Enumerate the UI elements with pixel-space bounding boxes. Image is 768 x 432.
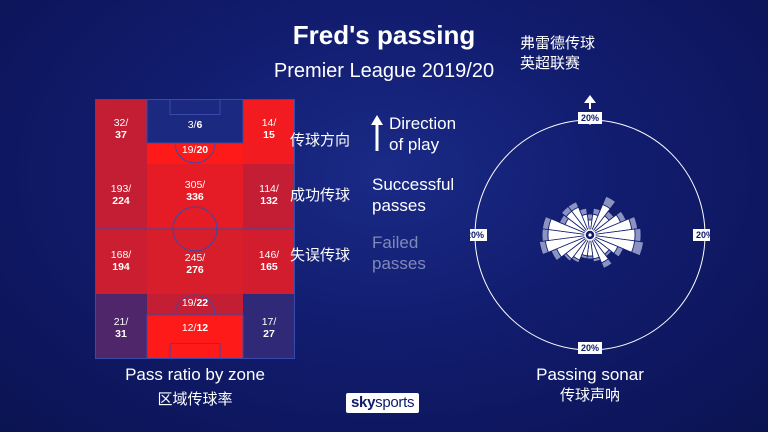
zone-top-right [243,99,295,164]
zone-lower-mid-left [95,229,147,294]
svg-text:20%: 20% [581,113,599,123]
zone-label-top-center: 3/6 [187,119,203,131]
chart-title: Fred's passing [292,20,476,50]
zone-label-upper-mid-center: 305/336 [184,179,206,203]
zone-label-top-right: 14/15 [261,117,277,141]
zone-top-center [147,99,243,143]
zone-top-left [95,99,147,164]
zone-label-upper-mid-right: 114/132 [259,183,279,207]
pitch-zone-map: 32/37 3/6 14/15 19/20 193/224 305/336 11… [95,99,295,359]
svg-text:20%: 20% [581,343,599,353]
sonar-failed-bar-18 [541,228,549,242]
legend-failed-cn: 失误传球 [290,246,351,264]
zone-label-bottom-arc: 19/22 [181,297,209,309]
passing-sonar: 20% 20% 20% 20% [470,95,710,354]
legend-direction-en: Direction of play [389,114,457,154]
ring-tag-top: 20% [578,112,602,124]
pitch-caption: Pass ratio by zone [125,365,265,384]
zone-upper-mid-left [95,164,147,229]
zone-lower-mid-right [243,229,295,294]
pitch-caption-cn: 区域传球率 [157,390,233,408]
ring-tag-left: 20% [470,229,487,241]
sonar-success-bar-2 [589,203,611,236]
legend-direction-cn: 传球方向 [290,131,351,149]
sonar-success-bar-8 [589,234,619,254]
sonar-success-bar-22 [571,206,591,236]
zone-labels: 32/37 3/6 14/15 19/20 193/224 305/336 11… [110,117,280,340]
zone-bottom-arc [147,294,243,315]
zone-bottom-right [243,294,295,359]
zone-bottom-center [147,315,243,359]
sonar-caption: Passing sonar [536,365,644,384]
sonar-failed-bar-6 [634,227,642,243]
legend-failed-en: Failed passes [372,233,426,273]
sonar-bars [538,195,644,269]
sky-sports-logo: skysports [346,393,420,413]
zone-label-lower-mid-left: 168/194 [110,249,132,273]
legend-success-en: Successful passes [372,175,455,215]
zone-label-top-left: 32/37 [113,117,129,141]
sonar-success-bar-10 [589,234,609,264]
svg-text:20%: 20% [470,230,484,240]
ring-tag-bottom: 20% [578,342,602,354]
zone-label-bottom-left: 21/31 [113,316,129,340]
zone-upper-mid-right [243,164,295,229]
sonar-center-dot [588,233,592,237]
zone-label-bottom-center: 12/12 [181,322,209,334]
zone-bottom-left [95,294,147,359]
zone-label-bottom-right: 17/27 [261,316,277,340]
sonar-direction-arrow [584,95,596,109]
zone-upper-mid-center [147,164,243,229]
zone-label-upper-mid-left: 193/224 [110,183,132,207]
pitch-markings [95,99,295,359]
ring-tag-right: 20% [693,229,710,241]
sonar-caption-cn: 传球声呐 [559,386,620,404]
zone-lower-mid-center [147,229,243,294]
chinese-title-line-2: 英超联赛 [520,54,581,72]
svg-text:20%: 20% [696,230,710,240]
zone-label-lower-mid-center: 245/276 [184,252,206,276]
zone-label-top-arc: 19/20 [181,144,209,156]
chinese-title: 弗雷德传球 英超联赛 [520,33,595,73]
chart-subtitle: Premier League 2019/20 [273,60,495,82]
legend-success-cn: 成功传球 [290,186,351,204]
zone-label-lower-mid-right: 146/165 [258,249,280,273]
zone-top-arc [147,143,243,164]
chinese-title-line-1: 弗雷德传球 [520,34,596,52]
arrow-up-icon [371,115,383,151]
